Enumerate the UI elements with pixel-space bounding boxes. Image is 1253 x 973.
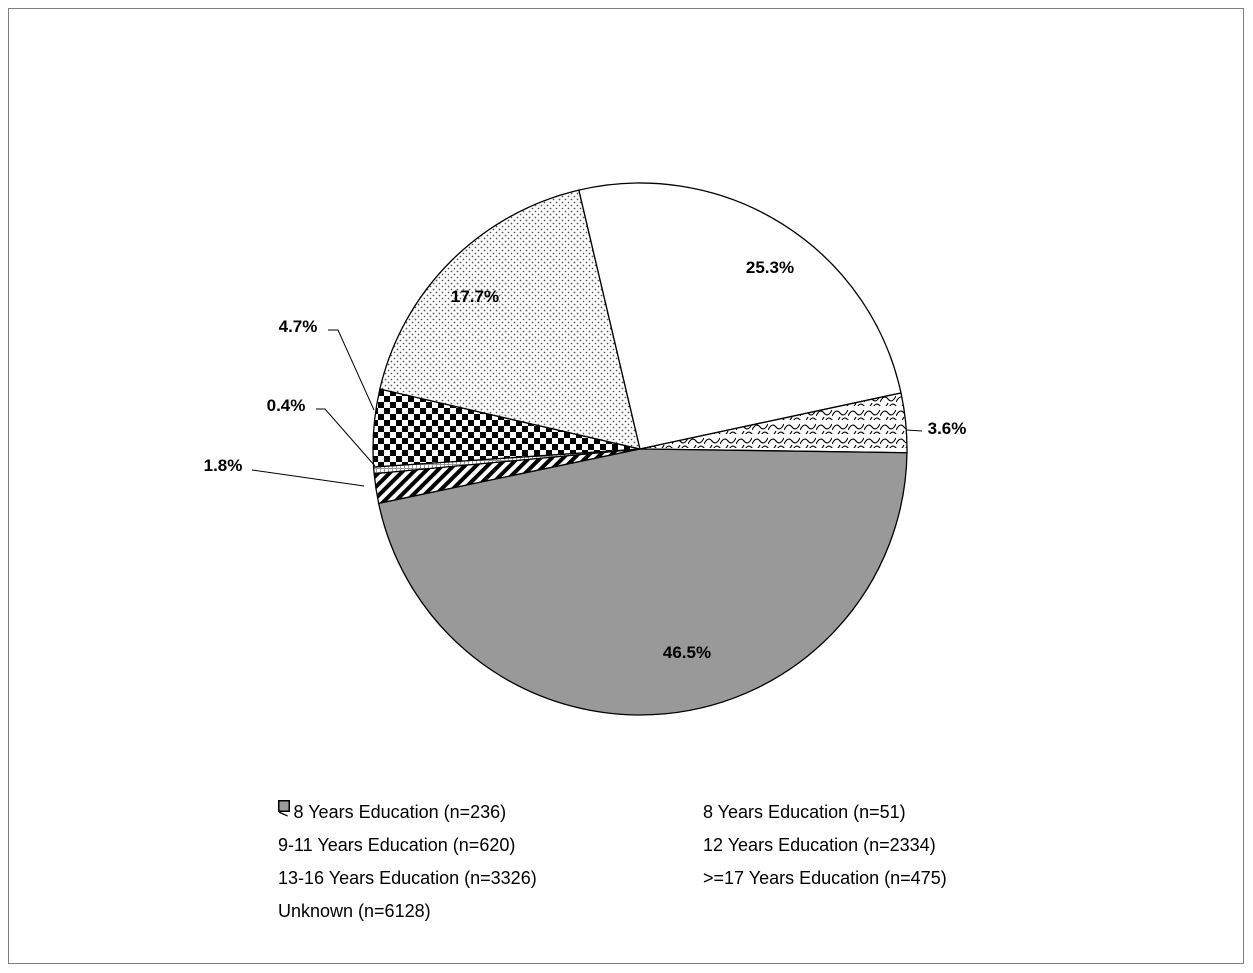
legend-item: 13-16 Years Education (n=3326) bbox=[278, 800, 703, 890]
pie-slice bbox=[379, 189, 641, 450]
data-label: 17.7% bbox=[451, 287, 499, 306]
legend: < 8 Years Education (n=236) 8 Years Educa… bbox=[278, 800, 1038, 923]
legend-item: >=17 Years Education (n=475) bbox=[278, 800, 1038, 890]
legend-label: 8 Years Education (n=51) bbox=[703, 801, 906, 822]
data-label: 4.7% bbox=[279, 317, 318, 336]
legend-label: 9-11 Years Education (n=620) bbox=[278, 834, 516, 855]
leader-line bbox=[251, 469, 365, 487]
leader-line bbox=[328, 329, 375, 411]
legend-item: 8 Years Education (n=51) bbox=[278, 800, 1038, 824]
legend-item: 9-11 Years Education (n=620) bbox=[278, 800, 703, 857]
legend-item: < 8 Years Education (n=236) bbox=[278, 800, 703, 824]
leader-line bbox=[316, 408, 376, 467]
legend-swatch bbox=[278, 800, 290, 812]
legend-label: 12 Years Education (n=2334) bbox=[703, 834, 936, 855]
legend-label: Unknown (n=6128) bbox=[278, 900, 431, 921]
data-label: 0.4% bbox=[267, 396, 306, 415]
legend-item: Unknown (n=6128) bbox=[278, 800, 703, 923]
legend-item: 12 Years Education (n=2334) bbox=[278, 800, 1038, 857]
legend-label: < 8 Years Education (n=236) bbox=[278, 801, 507, 822]
legend-label: >=17 Years Education (n=475) bbox=[703, 867, 947, 888]
data-label: 25.3% bbox=[746, 258, 794, 277]
data-label: 1.8% bbox=[204, 456, 243, 475]
pie-slice bbox=[377, 448, 908, 716]
legend-label: 13-16 Years Education (n=3326) bbox=[278, 867, 537, 888]
data-label: 3.6% bbox=[928, 419, 967, 438]
pie-slice bbox=[578, 182, 902, 450]
data-label: 46.5% bbox=[663, 643, 711, 662]
leader-line bbox=[905, 429, 923, 432]
